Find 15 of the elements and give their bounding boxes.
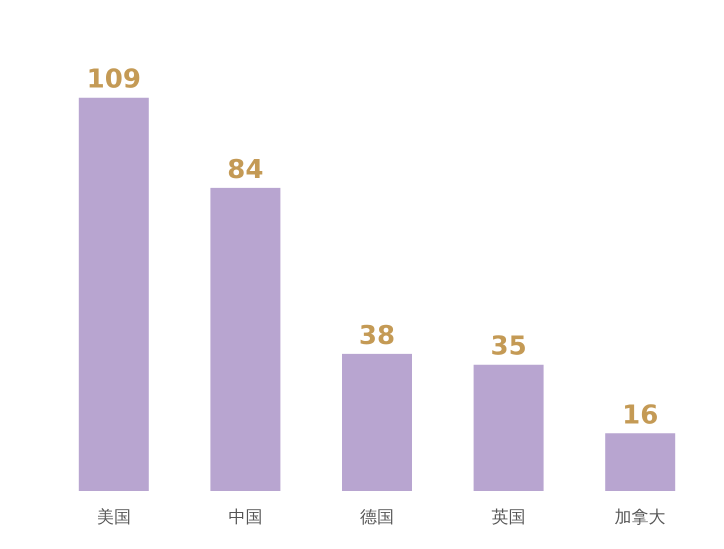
data-label: 35 (490, 332, 527, 362)
data-label: 38 (358, 320, 396, 351)
bar (210, 188, 280, 491)
bar (78, 98, 149, 491)
x-tick-label: 美国 (96, 508, 131, 528)
x-tick-label: 加拿大 (614, 508, 666, 528)
bar (474, 364, 544, 491)
x-tick-label: 中国 (228, 508, 262, 528)
data-label: 16 (622, 400, 658, 430)
x-tick-label: 英国 (492, 508, 526, 528)
bar (342, 354, 412, 491)
data-label: 109 (86, 64, 141, 95)
data-label: 84 (227, 154, 264, 185)
bar (605, 433, 676, 491)
x-tick-label: 德国 (360, 508, 394, 528)
